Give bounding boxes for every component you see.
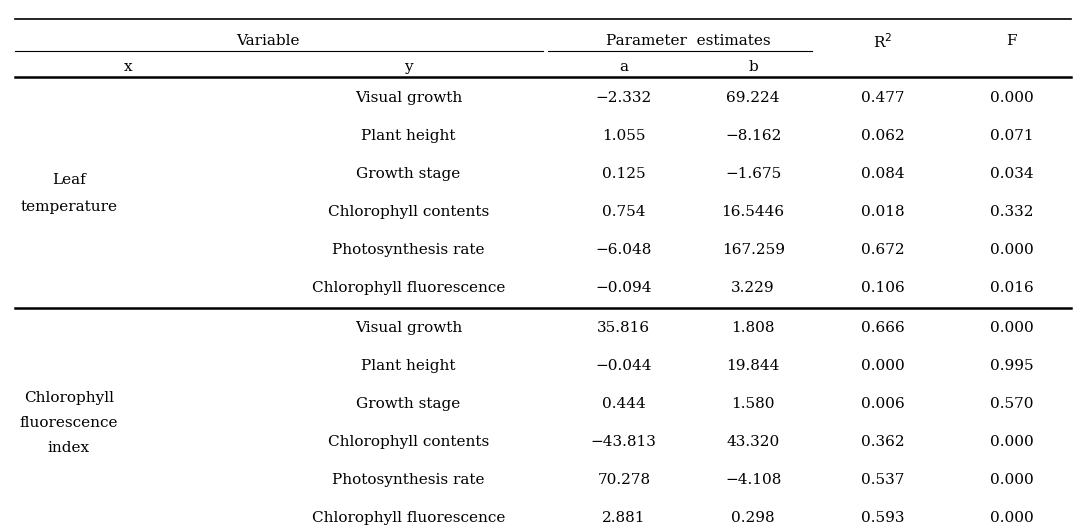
Text: 1.055: 1.055 [602, 129, 645, 143]
Text: Photosynthesis rate: Photosynthesis rate [332, 473, 484, 488]
Text: −2.332: −2.332 [596, 91, 652, 105]
Text: 0.106: 0.106 [860, 281, 905, 296]
Text: Plant height: Plant height [361, 359, 455, 373]
Text: temperature: temperature [21, 199, 117, 214]
Text: Variable: Variable [237, 34, 300, 48]
Text: 0.593: 0.593 [861, 511, 905, 525]
Text: Chlorophyll: Chlorophyll [24, 391, 114, 406]
Text: 69.224: 69.224 [727, 91, 780, 105]
Text: Parameter  estimates: Parameter estimates [606, 34, 771, 48]
Text: −0.044: −0.044 [595, 359, 652, 373]
Text: −6.048: −6.048 [595, 244, 652, 257]
Text: 19.844: 19.844 [727, 359, 780, 373]
Text: 0.000: 0.000 [860, 359, 905, 373]
Text: 0.125: 0.125 [602, 167, 646, 181]
Text: −0.094: −0.094 [595, 281, 652, 296]
Text: Growth stage: Growth stage [356, 397, 460, 411]
Text: 0.084: 0.084 [860, 167, 905, 181]
Text: 0.477: 0.477 [861, 91, 905, 105]
Text: 0.034: 0.034 [990, 167, 1034, 181]
Text: 0.071: 0.071 [990, 129, 1034, 143]
Text: b: b [748, 60, 758, 75]
Text: x: x [124, 60, 132, 75]
Text: 3.229: 3.229 [731, 281, 775, 296]
Text: a: a [619, 60, 629, 75]
Text: Visual growth: Visual growth [355, 91, 462, 105]
Text: F: F [1007, 34, 1016, 48]
Text: 0.444: 0.444 [602, 397, 646, 411]
Text: Plant height: Plant height [361, 129, 455, 143]
Text: 0.000: 0.000 [990, 244, 1034, 257]
Text: fluorescence: fluorescence [20, 416, 118, 430]
Text: 35.816: 35.816 [597, 321, 651, 335]
Text: 0.000: 0.000 [990, 91, 1034, 105]
Text: 0.006: 0.006 [860, 397, 905, 411]
Text: Chlorophyll contents: Chlorophyll contents [328, 205, 489, 219]
Text: 2.881: 2.881 [602, 511, 645, 525]
Text: 1.808: 1.808 [731, 321, 775, 335]
Text: Chlorophyll contents: Chlorophyll contents [328, 436, 489, 449]
Text: 0.754: 0.754 [602, 205, 645, 219]
Text: y: y [404, 60, 413, 75]
Text: 0.000: 0.000 [990, 321, 1034, 335]
Text: Visual growth: Visual growth [355, 321, 462, 335]
Text: −4.108: −4.108 [725, 473, 781, 488]
Text: 1.580: 1.580 [731, 397, 775, 411]
Text: 43.320: 43.320 [727, 436, 780, 449]
Text: 0.672: 0.672 [860, 244, 905, 257]
Text: Chlorophyll fluorescence: Chlorophyll fluorescence [312, 511, 505, 525]
Text: 70.278: 70.278 [597, 473, 651, 488]
Text: 0.362: 0.362 [860, 436, 905, 449]
Text: Chlorophyll fluorescence: Chlorophyll fluorescence [312, 281, 505, 296]
Text: 0.018: 0.018 [860, 205, 905, 219]
Text: index: index [48, 441, 90, 455]
Text: 0.537: 0.537 [861, 473, 905, 488]
Text: −8.162: −8.162 [725, 129, 781, 143]
Text: 167.259: 167.259 [721, 244, 785, 257]
Text: 0.995: 0.995 [990, 359, 1034, 373]
Text: 0.016: 0.016 [990, 281, 1034, 296]
Text: −43.813: −43.813 [591, 436, 657, 449]
Text: 0.666: 0.666 [860, 321, 905, 335]
Text: Leaf: Leaf [52, 173, 86, 187]
Text: Photosynthesis rate: Photosynthesis rate [332, 244, 484, 257]
Text: −1.675: −1.675 [725, 167, 781, 181]
Text: 0.062: 0.062 [860, 129, 905, 143]
Text: R$^2$: R$^2$ [873, 32, 892, 50]
Text: 0.000: 0.000 [990, 511, 1034, 525]
Text: Growth stage: Growth stage [356, 167, 460, 181]
Text: 0.000: 0.000 [990, 473, 1034, 488]
Text: 0.570: 0.570 [990, 397, 1034, 411]
Text: 16.5446: 16.5446 [721, 205, 785, 219]
Text: 0.298: 0.298 [731, 511, 775, 525]
Text: 0.332: 0.332 [990, 205, 1034, 219]
Text: 0.000: 0.000 [990, 436, 1034, 449]
